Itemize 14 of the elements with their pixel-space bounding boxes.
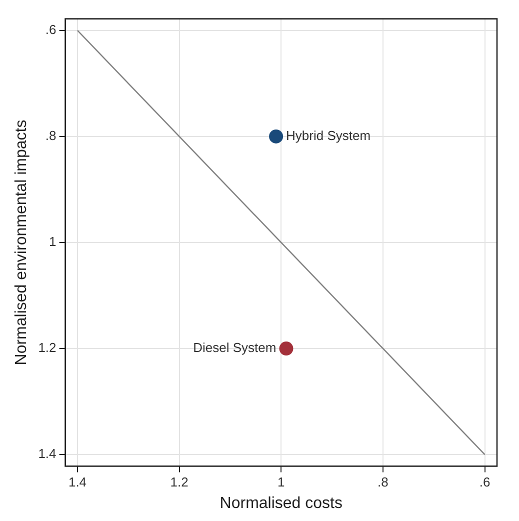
series-label: Hybrid System xyxy=(286,128,371,144)
y-tick-label: 1 xyxy=(49,234,56,250)
y-tick-label: .6 xyxy=(45,22,56,38)
x-axis-title: Normalised costs xyxy=(220,494,342,512)
x-tick-label: 1.4 xyxy=(68,474,87,490)
x-tick-label: .8 xyxy=(378,474,388,490)
y-tick-label: .8 xyxy=(45,128,56,144)
x-tick-label: 1 xyxy=(278,474,285,490)
x-tick-label: 1.2 xyxy=(170,474,188,490)
y-tick-label: 1.4 xyxy=(38,446,56,462)
y-tick-label: 1.2 xyxy=(38,340,56,356)
y-axis-title: Normalised environmental impacts xyxy=(13,120,30,366)
series-label: Diesel System xyxy=(193,340,276,356)
x-tick-label: .6 xyxy=(479,474,490,490)
